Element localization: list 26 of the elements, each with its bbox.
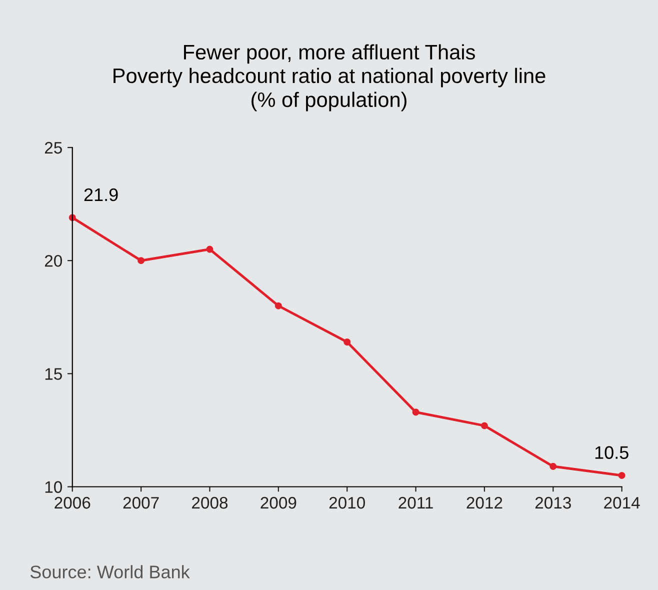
chart-title: Fewer poor, more affluent Thais [184,44,475,64]
point [550,462,557,470]
point [274,302,282,310]
y-tick-label: 15 [45,368,62,380]
point [138,257,145,264]
x-tick-label: 2010 [329,496,365,509]
x-tick-label: 2008 [192,496,228,509]
y-tick-label: 10 [45,481,62,493]
x-tick-label: 2013 [535,496,571,509]
y-tick-label: 25 [44,142,62,154]
point [412,408,420,416]
x-tick-label: 2007 [123,496,159,509]
source-note: Source: World Bank [30,565,190,578]
point [618,472,626,479]
chart-subtitle: Poverty headcount ratio at national poverty line (% of population) [114,68,546,112]
point [344,338,351,346]
x-tick-label: 2009 [260,496,296,509]
x-tick-label: 2012 [466,496,502,509]
point [480,422,488,430]
x-tick-label: 2014 [604,496,640,509]
point [206,246,214,253]
annotation: 10.5 [595,446,628,459]
x-tick-label: 2011 [398,496,433,509]
y-tick-label: 20 [44,254,62,267]
x-tick-label: 2006 [54,496,90,509]
annotation: 21.9 [84,188,118,202]
